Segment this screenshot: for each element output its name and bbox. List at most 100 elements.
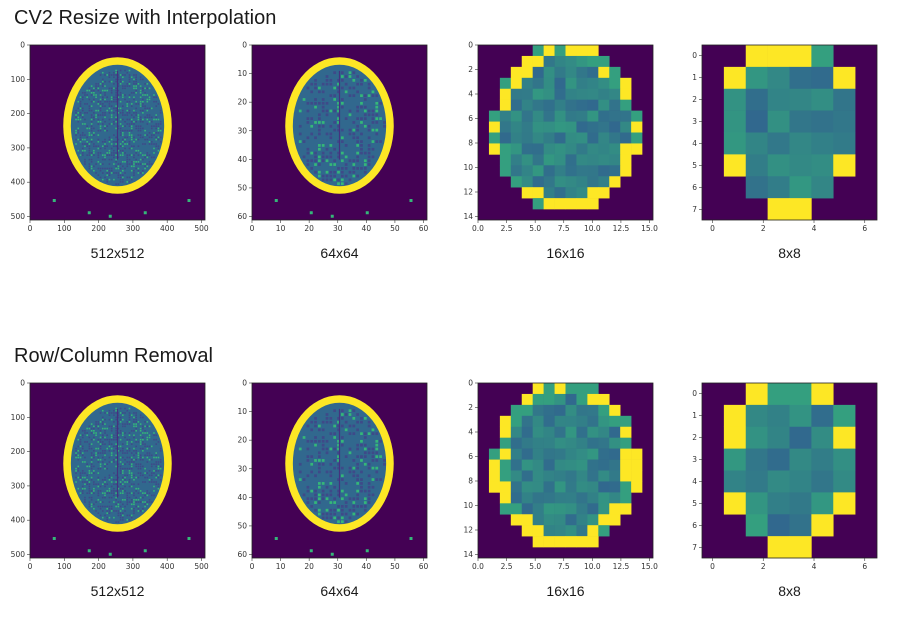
x-tick-label: 500 xyxy=(194,224,209,233)
x-tick-label: 40 xyxy=(362,562,372,571)
y-tick-label: 60 xyxy=(237,212,247,221)
y-tick-label: 0 xyxy=(242,41,247,50)
panel-caption: 512x512 xyxy=(90,583,145,599)
y-tick-label: 4 xyxy=(692,139,697,148)
x-tick-label: 400 xyxy=(160,224,175,233)
y-tick-label: 0 xyxy=(242,379,247,388)
x-tick-label: 6 xyxy=(862,224,867,233)
section-title-interpolation: CV2 Resize with Interpolation xyxy=(14,7,277,29)
x-tick-label: 30 xyxy=(333,224,343,233)
y-tick-label: 3 xyxy=(692,117,697,126)
x-tick-label: 400 xyxy=(160,562,175,571)
y-tick-label: 0 xyxy=(692,389,697,398)
y-tick-label: 7 xyxy=(692,205,697,214)
panel-caption: 512x512 xyxy=(90,245,145,261)
y-tick-label: 4 xyxy=(468,428,473,437)
y-tick-label: 6 xyxy=(692,183,697,192)
y-tick-label: 10 xyxy=(463,501,473,510)
x-tick-label: 2.5 xyxy=(501,562,513,571)
y-tick-label: 100 xyxy=(11,413,26,422)
x-tick-label: 0 xyxy=(28,224,33,233)
y-tick-label: 400 xyxy=(11,178,26,187)
y-tick-label: 0 xyxy=(692,51,697,60)
y-tick-label: 14 xyxy=(463,550,473,559)
x-tick-label: 0 xyxy=(28,562,33,571)
panel-caption: 64x64 xyxy=(320,583,359,599)
scan-image xyxy=(723,45,856,221)
y-tick-label: 8 xyxy=(468,139,473,148)
y-tick-label: 10 xyxy=(463,163,473,172)
section-title-row-column-removal: Row/Column Removal xyxy=(14,345,213,367)
y-tick-label: 1 xyxy=(692,411,697,420)
y-tick-label: 20 xyxy=(237,436,247,445)
y-tick-label: 500 xyxy=(11,550,26,559)
y-tick-label: 4 xyxy=(468,90,473,99)
x-tick-label: 500 xyxy=(194,562,209,571)
x-tick-label: 2.5 xyxy=(501,224,513,233)
y-tick-label: 10 xyxy=(237,69,247,78)
x-tick-label: 0 xyxy=(250,562,255,571)
image-panel-64x64: 0 10 20 30 40 50 60 0 10 20 30 40 50 60 xyxy=(237,41,447,236)
scan-image xyxy=(52,395,191,556)
y-tick-label: 7 xyxy=(692,543,697,552)
y-tick-label: 0 xyxy=(20,379,25,388)
y-tick-label: 60 xyxy=(237,550,247,559)
y-tick-label: 400 xyxy=(11,516,26,525)
panel-caption: 16x16 xyxy=(546,245,585,261)
y-tick-label: 2 xyxy=(692,95,697,104)
x-tick-label: 20 xyxy=(304,562,314,571)
x-tick-label: 15.0 xyxy=(641,224,658,233)
x-tick-label: 0.0 xyxy=(472,562,484,571)
y-tick-label: 2 xyxy=(468,403,473,412)
x-tick-label: 200 xyxy=(91,562,106,571)
x-tick-label: 4 xyxy=(812,562,817,571)
panel-caption: 8x8 xyxy=(778,583,801,599)
y-tick-label: 500 xyxy=(11,212,26,221)
y-tick-label: 300 xyxy=(11,481,26,490)
image-panel-512x512: 0 100 200 300 400 500 0 100 200 300 400 500 xyxy=(11,379,225,574)
image-panel-16x16: 0.0 2.5 5.0 7.5 10.0 12.5 15.0 0 2 4 6 8 10 12 14 xyxy=(463,379,673,574)
y-tick-label: 2 xyxy=(692,433,697,442)
x-tick-label: 7.5 xyxy=(558,224,570,233)
image-plot: 0 2 4 6 0 1 2 3 4 5 6 7 xyxy=(692,382,878,571)
y-tick-label: 0 xyxy=(468,379,473,388)
x-tick-label: 50 xyxy=(390,562,400,571)
x-tick-label: 300 xyxy=(126,562,141,571)
x-tick-label: 20 xyxy=(304,224,314,233)
y-tick-label: 40 xyxy=(237,155,247,164)
x-tick-label: 12.5 xyxy=(613,562,630,571)
scan-image xyxy=(274,395,413,556)
x-tick-label: 10 xyxy=(276,562,286,571)
x-tick-label: 40 xyxy=(362,224,372,233)
image-panel-16x16: 0.0 2.5 5.0 7.5 10.0 12.5 15.0 0 2 4 6 8 10 12 14 xyxy=(463,41,673,236)
y-tick-label: 6 xyxy=(468,114,473,123)
y-tick-label: 5 xyxy=(692,499,697,508)
panel-caption: 8x8 xyxy=(778,245,801,261)
y-tick-label: 50 xyxy=(237,183,247,192)
y-tick-label: 14 xyxy=(463,212,473,221)
y-tick-label: 5 xyxy=(692,161,697,170)
y-tick-label: 6 xyxy=(692,521,697,530)
x-tick-label: 6 xyxy=(862,562,867,571)
y-tick-label: 30 xyxy=(237,126,247,135)
image-panel-64x64: 0 10 20 30 40 50 60 0 10 20 30 40 50 60 xyxy=(237,379,447,574)
y-tick-label: 50 xyxy=(237,521,247,530)
x-tick-label: 4 xyxy=(812,224,817,233)
y-tick-label: 1 xyxy=(692,73,697,82)
x-tick-label: 50 xyxy=(390,224,400,233)
y-tick-label: 12 xyxy=(463,188,473,197)
image-panel-8x8: 0 2 4 6 0 1 2 3 4 5 6 7 xyxy=(692,382,897,574)
x-tick-label: 100 xyxy=(57,224,72,233)
scan-image xyxy=(52,57,191,218)
x-tick-label: 5.0 xyxy=(529,562,541,571)
x-tick-label: 60 xyxy=(419,224,429,233)
y-tick-label: 6 xyxy=(468,452,473,461)
x-tick-label: 10.0 xyxy=(584,224,601,233)
y-tick-label: 10 xyxy=(237,407,247,416)
scan-image xyxy=(723,383,856,559)
image-panel-8x8: 0 2 4 6 0 1 2 3 4 5 6 7 xyxy=(692,44,897,236)
y-tick-label: 2 xyxy=(468,65,473,74)
